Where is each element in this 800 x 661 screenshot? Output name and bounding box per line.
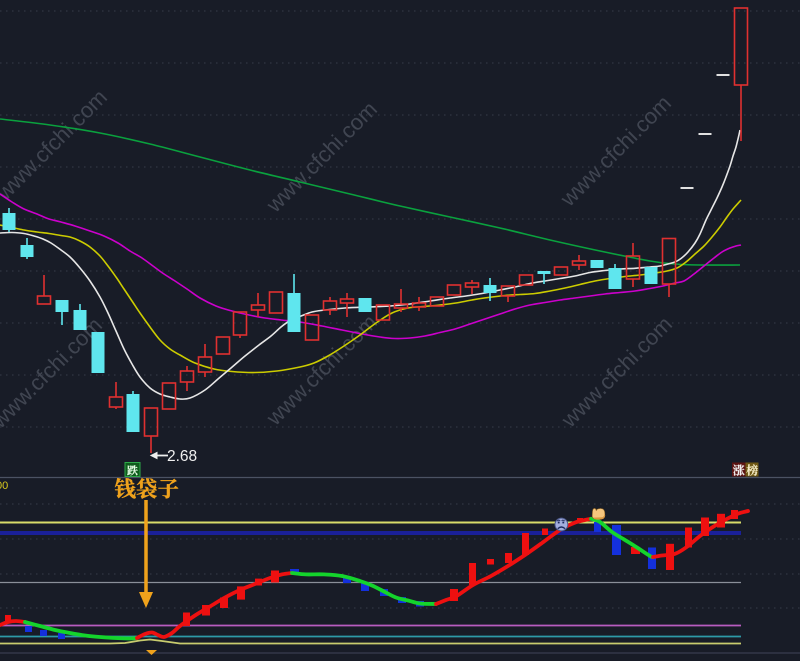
- svg-text:2.68: 2.68: [167, 448, 197, 465]
- svg-text:00: 00: [0, 480, 8, 492]
